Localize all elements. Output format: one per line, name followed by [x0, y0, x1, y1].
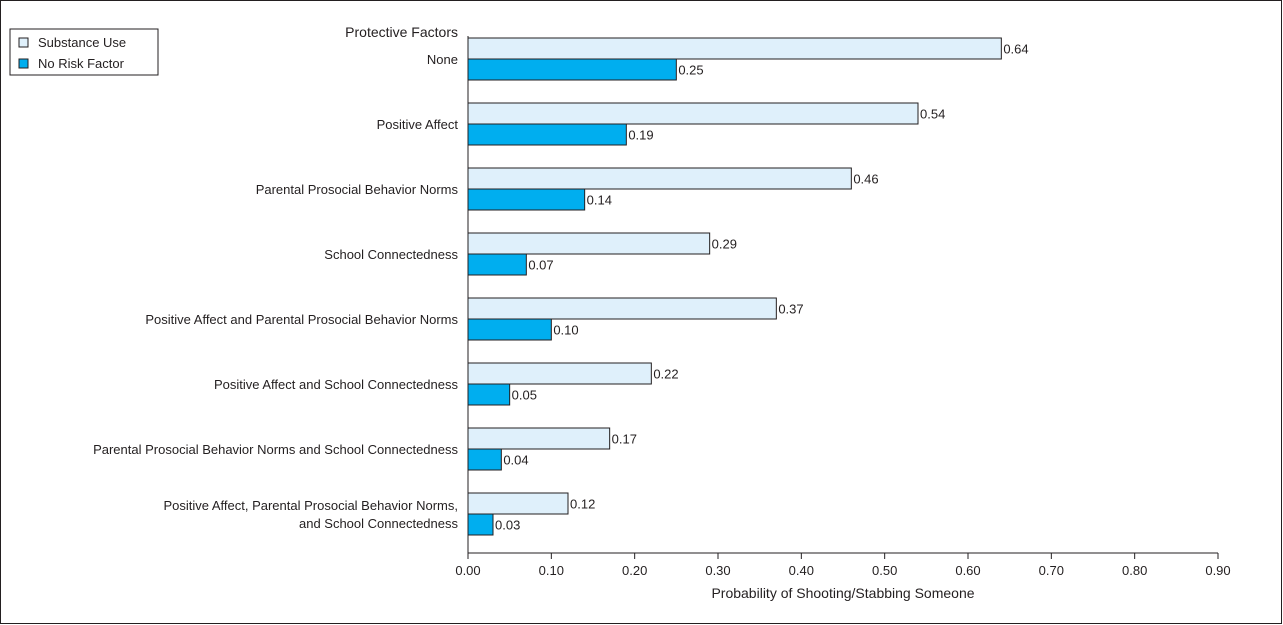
- x-tick-label: 0.30: [705, 563, 730, 578]
- x-tick-label: 0.50: [872, 563, 897, 578]
- legend-label-no-risk-factor: No Risk Factor: [38, 56, 125, 71]
- x-tick-label: 0.60: [955, 563, 980, 578]
- data-label: 0.64: [1003, 42, 1028, 57]
- category-label: Positive Affect, Parental Prosocial Beha…: [163, 498, 458, 513]
- x-tick-label: 0.80: [1122, 563, 1147, 578]
- data-label: 0.14: [587, 193, 612, 208]
- bar-substance-use: [467, 362, 652, 385]
- legend-box: [9, 28, 159, 76]
- data-label: 0.17: [612, 432, 637, 447]
- category-label: None: [427, 52, 458, 67]
- data-label: 0.54: [920, 107, 945, 122]
- bar-substance-use: [467, 167, 852, 190]
- data-label: 0.03: [495, 518, 520, 533]
- bar-no-risk-factor: [467, 188, 586, 211]
- category-axis-title: Protective Factors: [345, 24, 458, 40]
- bar-substance-use: [467, 492, 569, 515]
- data-label: 0.05: [512, 388, 537, 403]
- bar-substance-use: [467, 427, 611, 450]
- x-axis: 0.00 0.10 0.20 0.30 0.40 0.50 0.60 0.70 0.80 0.90: [455, 36, 1231, 578]
- bar-no-risk-factor: [467, 318, 552, 341]
- bar-no-risk-factor: [467, 448, 502, 471]
- legend: Substance Use No Risk Factor: [9, 28, 159, 76]
- bars-group: None 0.64 0.25 Positive Affect 0.54 0.19 Paren…: [93, 37, 1029, 536]
- legend-label-substance-use: Substance Use: [38, 35, 126, 50]
- x-tick-label: 0.70: [1039, 563, 1064, 578]
- category-label: Positive Affect and School Connectedness: [214, 377, 459, 392]
- legend-swatch-no-risk-factor: [18, 58, 29, 69]
- data-label: 0.07: [528, 258, 553, 273]
- bar-substance-use: [467, 102, 919, 125]
- bar-substance-use: [467, 37, 1002, 60]
- bar-no-risk-factor: [467, 58, 677, 81]
- data-label: 0.37: [778, 302, 803, 317]
- legend-swatch-substance-use: [18, 37, 29, 48]
- x-axis-title: Probability of Shooting/Stabbing Someone: [711, 585, 974, 601]
- category-label: Positive Affect and Parental Prosocial B…: [145, 312, 458, 327]
- x-tick-label: 0.10: [539, 563, 564, 578]
- category-label: Positive Affect: [377, 117, 459, 132]
- bar-no-risk-factor: [467, 123, 627, 146]
- x-tick-label: 0.00: [455, 563, 480, 578]
- data-label: 0.19: [628, 128, 653, 143]
- bar-substance-use: [467, 232, 711, 255]
- bar-no-risk-factor: [467, 513, 494, 536]
- bar-no-risk-factor: [467, 383, 511, 406]
- category-label: and School Connectedness: [299, 516, 459, 531]
- category-label: Parental Prosocial Behavior Norms and Sc…: [93, 442, 458, 457]
- x-tick-label: 0.40: [789, 563, 814, 578]
- bar-substance-use: [467, 297, 777, 320]
- category-label: School Connectedness: [324, 247, 458, 262]
- bar-no-risk-factor: [467, 253, 527, 276]
- data-label: 0.29: [712, 237, 737, 252]
- data-label: 0.04: [503, 453, 528, 468]
- category-label: Parental Prosocial Behavior Norms: [256, 182, 459, 197]
- data-label: 0.25: [678, 63, 703, 78]
- data-label: 0.22: [653, 367, 678, 382]
- x-tick-label: 0.90: [1205, 563, 1230, 578]
- data-label: 0.10: [553, 323, 578, 338]
- data-label: 0.46: [853, 172, 878, 187]
- data-label: 0.12: [570, 497, 595, 512]
- x-tick-label: 0.20: [622, 563, 647, 578]
